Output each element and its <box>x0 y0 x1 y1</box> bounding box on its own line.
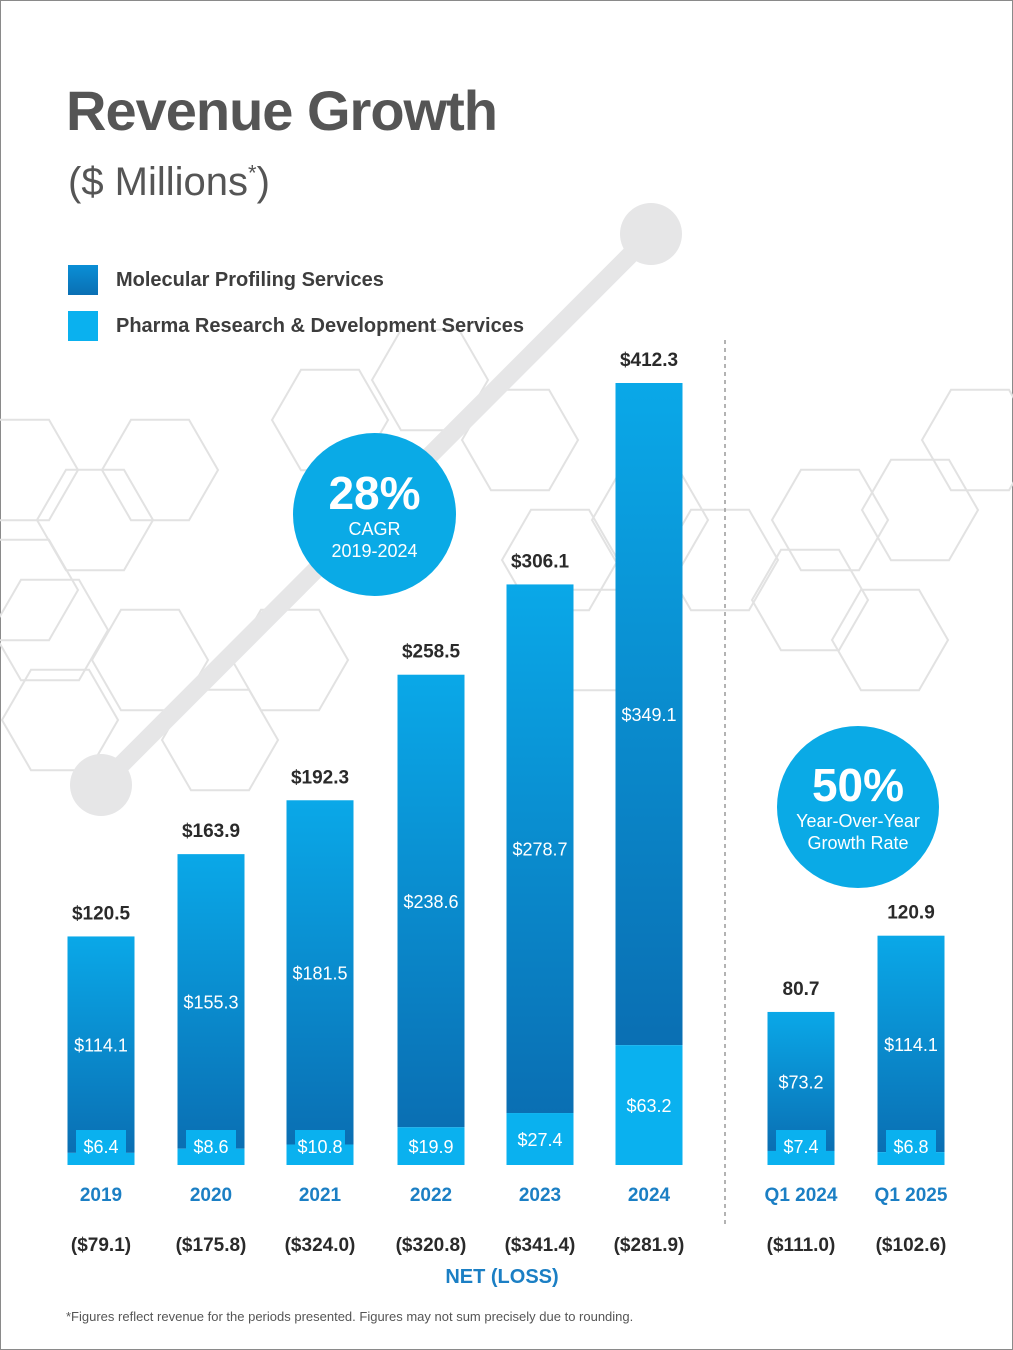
yoy-value: 50% <box>811 759 905 811</box>
yoy-badge: 50% Year-Over-Year Growth Rate <box>777 726 939 888</box>
molecular-value-label: $238.6 <box>403 892 458 912</box>
pharma-value-label: $19.9 <box>408 1137 453 1157</box>
pharma-value-label: $6.8 <box>893 1137 928 1157</box>
hexagon-shape <box>860 458 980 562</box>
pharma-value-label: $27.4 <box>517 1130 562 1150</box>
total-value-label: $163.9 <box>182 821 240 842</box>
bar-molecular <box>615 383 683 1046</box>
pharma-value-label: $10.8 <box>297 1137 342 1157</box>
hexagon-shape <box>35 468 155 572</box>
net-loss-value: ($281.9) <box>614 1235 685 1256</box>
total-value-label: $306.1 <box>511 551 570 572</box>
page-title: Revenue Growth <box>66 79 498 142</box>
bar-molecular <box>767 1011 835 1151</box>
legend-label-pharma: Pharma Research & Development Services <box>116 314 524 337</box>
bar-pharma <box>506 1113 574 1165</box>
cagr-badge: 28% CAGR 2019-2024 <box>293 433 456 596</box>
x-tick-label: 2024 <box>628 1185 671 1206</box>
bar-molecular <box>877 935 945 1153</box>
molecular-value-label: $278.7 <box>512 840 567 860</box>
net-loss-title: NET (LOSS) <box>445 1266 559 1288</box>
total-value-label: $120.5 <box>72 903 131 924</box>
hexagon-shape <box>830 588 950 692</box>
net-loss-value: ($111.0) <box>767 1235 836 1256</box>
cagr-label: CAGR <box>348 518 401 539</box>
total-value-label: $258.5 <box>402 642 461 663</box>
x-tick-label: 2020 <box>190 1185 232 1206</box>
x-tick-label: 2022 <box>410 1185 452 1206</box>
hexagon-shape <box>100 418 220 522</box>
molecular-value-label: $114.1 <box>884 1035 938 1055</box>
bar-molecular <box>67 936 135 1153</box>
subtitle-close: ) <box>256 160 270 204</box>
hexagon-shape <box>160 688 280 792</box>
page-subtitle: ($ Millions*) <box>68 160 270 205</box>
yoy-label-2: Growth Rate <box>807 833 909 853</box>
net-loss-value: ($175.8) <box>176 1235 247 1256</box>
hexagon-shape <box>0 538 80 642</box>
x-tick-label: 2021 <box>299 1185 342 1206</box>
pharma-label-box <box>295 1130 345 1158</box>
hexagon-shape <box>460 388 580 492</box>
molecular-value-label: $155.3 <box>183 992 238 1012</box>
bar-molecular <box>397 674 465 1128</box>
pharma-value-label: $63.2 <box>626 1096 671 1116</box>
bar-molecular <box>506 584 574 1114</box>
legend-item-molecular: Molecular Profiling Services <box>68 265 384 295</box>
net-loss-value: ($324.0) <box>285 1235 356 1256</box>
hexagon-shape <box>770 468 890 572</box>
hexagon-shape <box>0 578 110 682</box>
pharma-value-label: $7.4 <box>783 1137 818 1157</box>
subtitle-text: ($ Millions <box>68 160 249 204</box>
bar-pharma <box>615 1045 683 1165</box>
subtitle-footnote-mark: * <box>248 160 257 186</box>
net-loss-value: ($79.1) <box>71 1235 131 1256</box>
pharma-label-box <box>886 1130 936 1158</box>
net-loss-value: ($102.6) <box>876 1235 947 1256</box>
molecular-value-label: $181.5 <box>292 963 347 983</box>
cagr-value: 28% <box>328 466 421 519</box>
pharma-value-label: $8.6 <box>193 1137 228 1157</box>
bar-pharma <box>397 1127 465 1165</box>
pharma-label-box <box>76 1130 126 1158</box>
x-tick-label: Q1 2025 <box>875 1185 948 1206</box>
molecular-value-label: $73.2 <box>778 1072 823 1092</box>
hexagon-shape <box>920 388 1013 492</box>
total-value-label: $192.3 <box>291 767 349 788</box>
hexagon-shape <box>0 418 80 522</box>
pharma-value-label: $6.4 <box>83 1137 118 1157</box>
footnote: *Figures reflect revenue for the periods… <box>66 1309 634 1324</box>
pharma-label-box <box>186 1130 236 1158</box>
molecular-value-label: $114.1 <box>74 1036 128 1056</box>
molecular-value-label: $349.1 <box>621 705 676 725</box>
legend-item-pharma: Pharma Research & Development Services <box>68 311 524 341</box>
cagr-period: 2019-2024 <box>331 540 418 561</box>
hexagon-shape <box>500 508 620 612</box>
total-value-label: $412.3 <box>620 350 678 371</box>
net-loss-value: ($320.8) <box>396 1235 467 1256</box>
legend-label-molecular: Molecular Profiling Services <box>116 268 384 291</box>
bar-molecular <box>177 854 245 1149</box>
legend-swatch-molecular <box>68 265 98 295</box>
total-value-label: 120.9 <box>887 903 935 924</box>
legend-swatch-pharma <box>68 311 98 341</box>
x-tick-label: 2019 <box>80 1185 122 1206</box>
x-tick-label: Q1 2024 <box>765 1185 838 1206</box>
x-tick-label: 2023 <box>519 1185 561 1206</box>
net-loss-value: ($341.4) <box>505 1235 576 1256</box>
pharma-label-box <box>776 1130 826 1158</box>
yoy-label: Year-Over-Year <box>796 811 920 831</box>
total-value-label: 80.7 <box>783 979 820 1000</box>
bar-molecular <box>286 800 354 1145</box>
